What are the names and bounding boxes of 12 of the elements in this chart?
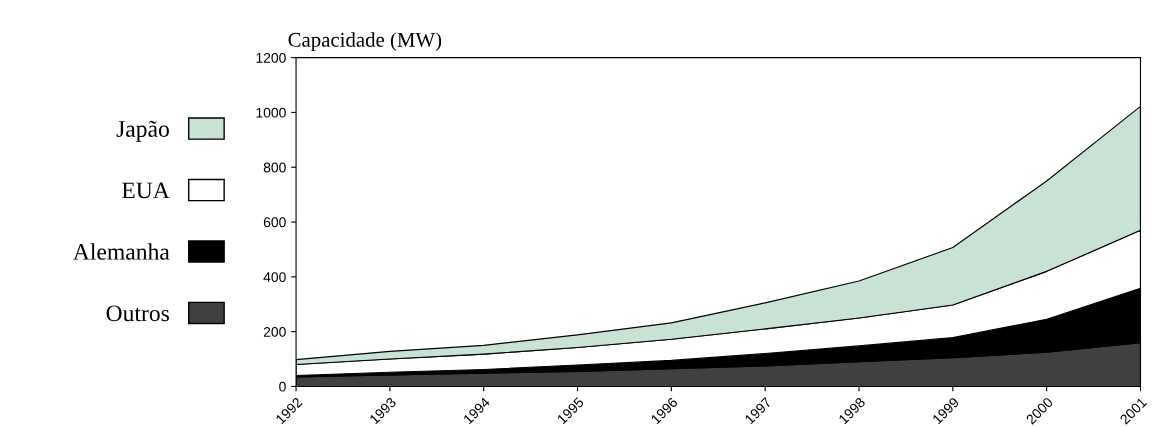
legend-label: Alemanha [73, 243, 170, 260]
legend-label: EUA [122, 182, 170, 199]
y-tick-label: 0 [279, 381, 286, 392]
y-tick-label: 1000 [256, 107, 286, 118]
y-tick-label: 200 [263, 326, 286, 337]
y-tick-label: 400 [263, 272, 286, 283]
legend-label: Outros [106, 305, 169, 322]
legend-label: Japão [116, 120, 169, 142]
y-tick-label: 600 [263, 217, 286, 228]
y-tick-label: 1200 [256, 52, 286, 63]
y-axis-title: Capacidade (MW) [288, 32, 442, 52]
y-tick-label: 800 [263, 162, 286, 173]
